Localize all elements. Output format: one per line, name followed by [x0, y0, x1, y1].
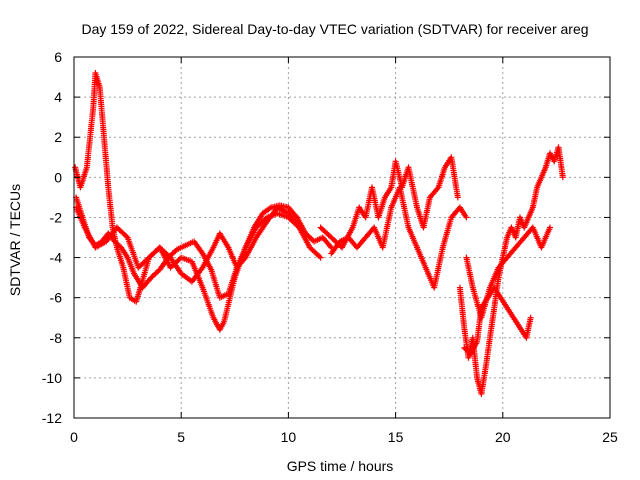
y-tick-label: -2 — [50, 209, 63, 225]
series-markers — [72, 70, 313, 333]
series-sat-h — [463, 224, 553, 321]
x-tick-label: 15 — [388, 429, 404, 445]
y-tick-label: 6 — [54, 49, 62, 65]
y-tick-label: -4 — [50, 250, 63, 266]
y-tick-label: -10 — [42, 370, 62, 386]
x-tick-label: 10 — [281, 429, 297, 445]
series-markers — [73, 204, 324, 285]
x-tick-label: 20 — [495, 429, 511, 445]
y-axis-title: SDTVAR / TECUs — [7, 184, 23, 296]
y-tick-label: -12 — [42, 410, 62, 426]
series-markers — [456, 144, 566, 397]
grid — [74, 57, 610, 418]
series-sat-a — [72, 70, 313, 333]
x-tick-label: 25 — [602, 429, 618, 445]
series-sat-e — [328, 184, 470, 291]
x-tick-label: 0 — [70, 429, 78, 445]
series-sat-f — [456, 144, 566, 397]
y-tick-label: 4 — [54, 89, 62, 105]
y-tick-label: 0 — [54, 169, 62, 185]
series-sat-c — [73, 204, 324, 285]
chart-title: Day 159 of 2022, Sidereal Day-to-day VTE… — [81, 21, 588, 37]
y-tick-label: -6 — [50, 290, 63, 306]
data-points — [72, 70, 566, 397]
y-tick-label: -8 — [50, 330, 63, 346]
series-sat-d — [317, 154, 461, 251]
x-tick-label: 5 — [177, 429, 185, 445]
series-markers — [328, 184, 470, 291]
y-tick-label: 2 — [54, 129, 62, 145]
series-markers — [317, 154, 461, 251]
x-axis-title: GPS time / hours — [287, 458, 394, 474]
series-markers — [463, 224, 553, 321]
plot-frame — [73, 56, 611, 419]
